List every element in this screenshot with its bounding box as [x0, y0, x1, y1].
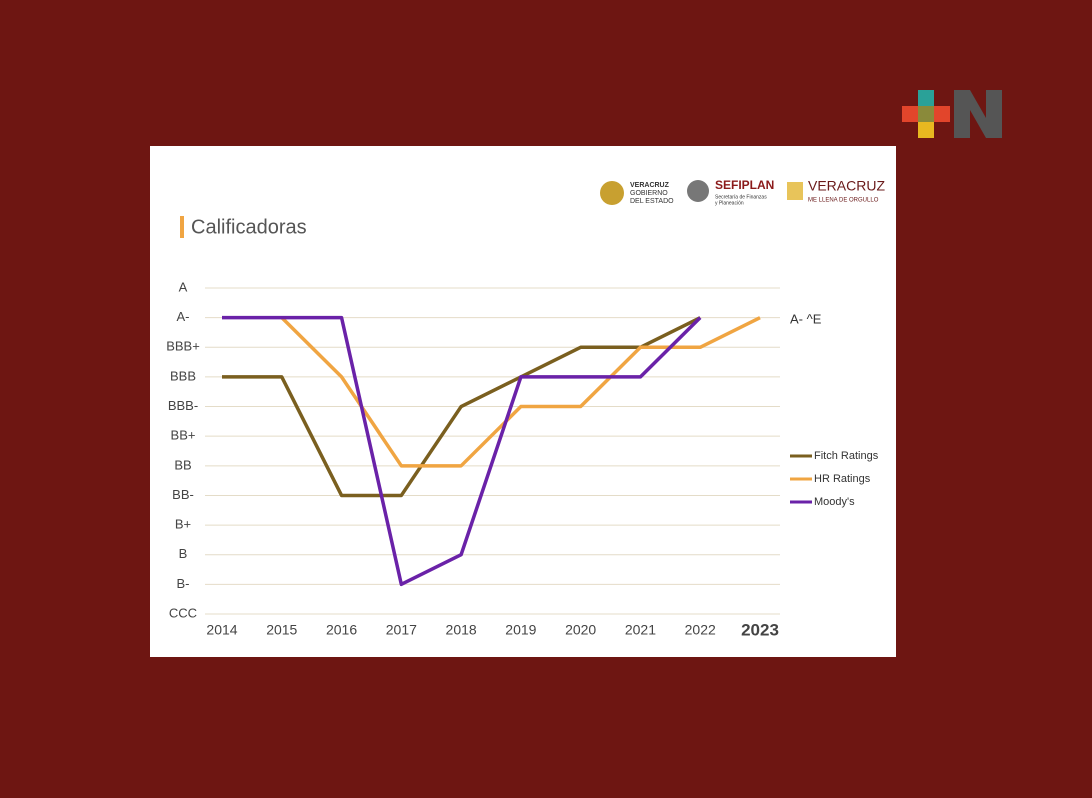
series-line [222, 316, 701, 498]
legend-label: Fitch Ratings [814, 450, 879, 462]
y-tick-label: A [179, 279, 188, 294]
title-bar [180, 216, 184, 238]
logo-text: Secretaría de Finanzas [715, 194, 767, 200]
nplus-logo [902, 90, 1002, 138]
logo-text: VERACRUZ [808, 178, 885, 194]
shield-icon [600, 181, 624, 205]
y-tick-label: BB- [172, 487, 194, 502]
legend-label: Moody's [814, 496, 855, 508]
chart-title: Calificadoras [191, 216, 307, 238]
x-tick-label: 2020 [565, 622, 596, 638]
x-tick-label: 2022 [685, 622, 716, 638]
y-tick-label: BBB- [168, 398, 198, 413]
y-tick-label: A- [177, 309, 190, 324]
x-tick-label: 2014 [206, 622, 237, 638]
logo-text: VERACRUZ [630, 182, 670, 189]
flower-icon [787, 182, 803, 200]
series-line [222, 315, 702, 587]
logo-text: ME LLENA DE ORGULLO [808, 198, 879, 204]
seal-icon [687, 180, 709, 202]
y-tick-label: B- [177, 576, 190, 591]
logo-text: GOBIERNO [630, 190, 668, 197]
y-tick-label: B [179, 546, 188, 561]
x-tick-label: 2017 [386, 622, 417, 638]
y-tick-label: BBB [170, 368, 196, 383]
y-tick-label: BB+ [171, 428, 196, 443]
logo-text: y Planeación [715, 200, 744, 206]
x-tick-label: 2023 [741, 620, 779, 639]
x-tick-label: 2018 [446, 622, 477, 638]
x-tick-label: 2016 [326, 622, 357, 638]
y-tick-label: BB [174, 457, 191, 472]
logos: VERACRUZ GOBIERNO DEL ESTADO SEFIPLAN Se… [600, 178, 885, 206]
x-tick-label: 2019 [505, 622, 536, 638]
card [150, 146, 896, 657]
y-tick-label: BBB+ [166, 339, 200, 354]
annotation: A- ^E [790, 311, 822, 326]
x-tick-label: 2021 [625, 622, 656, 638]
y-tick-label: CCC [169, 605, 197, 620]
logo-text: SEFIPLAN [715, 178, 774, 192]
legend-label: HR Ratings [814, 473, 871, 485]
y-tick-label: B+ [175, 517, 191, 532]
x-tick-label: 2015 [266, 622, 297, 638]
logo-text: DEL ESTADO [630, 198, 674, 205]
